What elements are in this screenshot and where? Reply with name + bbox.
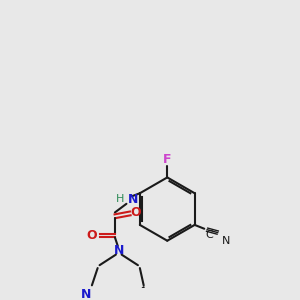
Text: C: C bbox=[205, 230, 213, 240]
Text: N: N bbox=[81, 288, 91, 300]
Text: O: O bbox=[87, 229, 97, 242]
Text: F: F bbox=[163, 153, 172, 166]
Text: N: N bbox=[221, 236, 230, 246]
Text: O: O bbox=[131, 206, 141, 219]
Text: N: N bbox=[128, 193, 138, 206]
Text: N: N bbox=[114, 244, 124, 257]
Text: H: H bbox=[116, 194, 124, 204]
